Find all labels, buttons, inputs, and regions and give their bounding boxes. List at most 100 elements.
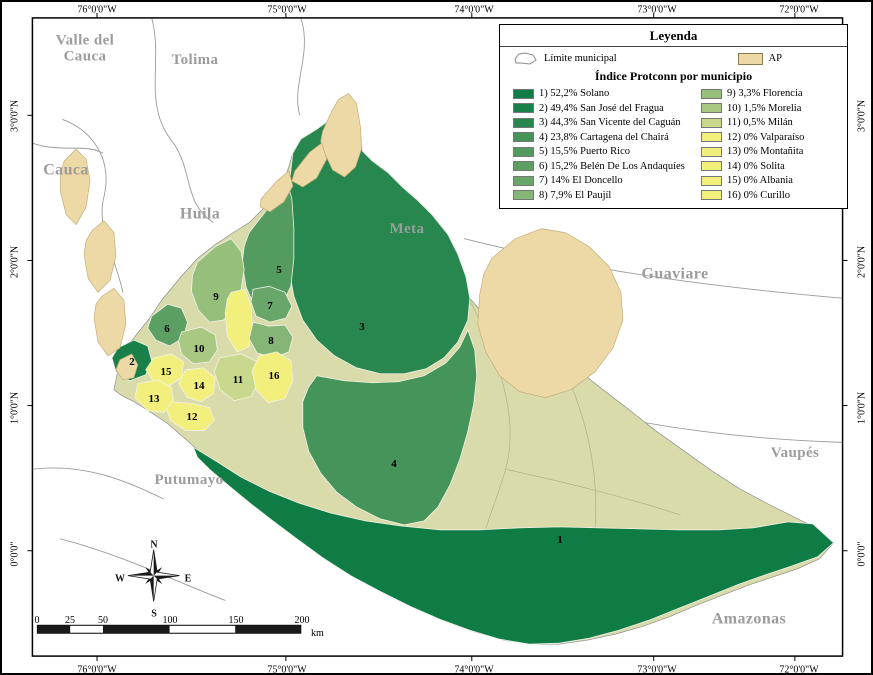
scale-label-50: 50 (98, 615, 108, 626)
legend-item-label: 16) 0% Curillo (727, 189, 790, 201)
legend-item: 10) 1,5% Morelia (701, 103, 840, 114)
legend-item: 8) 7,9% El Paujíl (513, 190, 701, 201)
legend-item-swatch (513, 117, 534, 128)
municipality-number-2: 2 (129, 356, 135, 368)
municipal-limit-label: Límite municipal (544, 53, 617, 64)
legend-item-label: 10) 1,5% Morelia (727, 102, 802, 114)
lon-label-top-1: 75°0'0"W (267, 4, 307, 16)
dept-label-guaviare: Guaviare (641, 265, 709, 283)
compass-east-label: E (184, 573, 192, 585)
region-solita (178, 367, 216, 403)
dept-label-putumayo: Putumayo (154, 472, 224, 489)
municipality-number-10: 10 (193, 343, 205, 355)
legend-item-swatch (701, 161, 722, 171)
scale-label-150: 150 (228, 615, 244, 626)
legend-item: 13) 0% Montañita (701, 146, 840, 157)
municipality-number-5: 5 (276, 264, 282, 276)
municipality-number-8: 8 (268, 335, 274, 347)
legend-item: 7) 14% El Doncello (513, 175, 701, 186)
municipality-number-9: 9 (213, 291, 219, 303)
ap-area-northwest-2 (259, 170, 294, 213)
map-frame (31, 17, 844, 657)
scale-label-100: 100 (162, 615, 178, 626)
dept-label-cauca: Cauca (43, 161, 89, 179)
legend-item-swatch (513, 88, 534, 99)
scale-label-25: 25 (65, 615, 75, 626)
scale-label-200: 200 (294, 615, 310, 626)
legend-item-label: 11) 0,5% Milán (727, 117, 793, 128)
region-milan (213, 353, 260, 402)
legend-item-swatch (513, 132, 534, 142)
legend-item-label: 6) 15,2% Belén De Los Andaquíes (539, 160, 685, 172)
legend: Leyenda Límite municipal AP Índice Protc… (499, 24, 848, 209)
legend-symbology-row: Límite municipal AP (507, 51, 840, 66)
region-cartagena-del-chaira (302, 329, 478, 526)
lat-label-right-3: 0°0'0" (856, 541, 868, 567)
ap-label: AP (768, 53, 782, 64)
legend-item-label: 14) 0% Solita (727, 160, 785, 172)
municipality-number-14: 14 (193, 380, 205, 392)
compass-north-label: N (150, 539, 158, 551)
legend-item-label: 8) 7,9% El Paujíl (539, 189, 612, 201)
dept-label-huila: Huila (179, 205, 221, 223)
municipal-limit-icon (514, 52, 537, 65)
region-montanita-arm (224, 288, 253, 353)
municipality-number-16: 16 (268, 370, 280, 382)
legend-item-swatch (701, 190, 722, 200)
legend-item-swatch (701, 88, 722, 99)
lat-label-left-1: 2°0'0"N (9, 245, 21, 279)
lat-label-left-0: 3°0'0"N (9, 99, 21, 133)
municipality-regions (111, 95, 835, 645)
legend-item-label: 5) 15,5% Puerto Rico (539, 146, 630, 157)
ap-legend-group: AP (737, 52, 782, 65)
legend-item-swatch (701, 103, 722, 113)
lon-label-bottom-3: 73°0'0"W (637, 664, 677, 675)
dept-label-meta: Meta (389, 221, 425, 238)
lat-label-left-2: 1°0'0"N (9, 391, 21, 425)
municipality-number-3: 3 (359, 321, 365, 333)
ap-swatch (737, 52, 763, 65)
legend-item-label: 13) 0% Montañita (727, 146, 804, 157)
dept-label-amazonas: Amazonas (711, 610, 787, 628)
legend-item-swatch (513, 146, 534, 157)
ap-areas (59, 93, 624, 398)
region-albania (145, 353, 184, 387)
lon-label-top-0: 76°0'0"W (77, 4, 117, 16)
lon-label-top-3: 73°0'0"W (637, 4, 677, 16)
municipality-number-11: 11 (232, 374, 244, 386)
ap-area-northwest-1 (291, 142, 328, 188)
legend-item-swatch (513, 103, 534, 113)
legend-title: Leyenda (500, 27, 847, 47)
legend-item-swatch (513, 190, 534, 200)
dept-label-tolima: Tolima (171, 52, 219, 69)
municipality-number-1: 1 (557, 534, 563, 546)
ap-area-west-1 (59, 148, 91, 226)
region-curillo (251, 351, 294, 404)
municipality-number-13: 13 (148, 393, 160, 405)
region-el-paujil (248, 321, 294, 359)
compass-west-label: W (115, 573, 125, 585)
lon-label-top-2: 74°0'0"W (454, 4, 494, 16)
ap-area-west-4 (115, 353, 139, 381)
ap-area-west-3 (93, 287, 127, 357)
region-solano (193, 446, 835, 645)
legend-column-left: 1) 52,2% Solano 2) 49,4% San José del Fr… (513, 88, 701, 201)
lon-label-bottom-1: 75°0'0"W (267, 664, 307, 675)
lat-label-right-1: 2°0'0"N (856, 245, 868, 279)
legend-item: 5) 15,5% Puerto Rico (513, 146, 701, 157)
legend-item: 9) 3,3% Florencia (701, 88, 840, 99)
ap-area-guaviare (477, 228, 624, 398)
municipality-number-15: 15 (160, 366, 172, 378)
legend-items: 1) 52,2% Solano 2) 49,4% San José del Fr… (507, 88, 840, 201)
legend-item: 14) 0% Solita (701, 161, 840, 172)
legend-item-label: 3) 44,3% San Vicente del Caguán (539, 117, 681, 128)
lon-label-top-4: 72°0'0"W (779, 4, 819, 16)
axis-ticks (27, 12, 848, 662)
municipality-number-4: 4 (391, 458, 397, 470)
scale-bar (36, 624, 302, 634)
legend-item-swatch (701, 146, 722, 157)
region-valparaiso (166, 401, 215, 431)
legend-item: 15) 0% Albania (701, 175, 840, 186)
legend-item-swatch (701, 132, 722, 142)
